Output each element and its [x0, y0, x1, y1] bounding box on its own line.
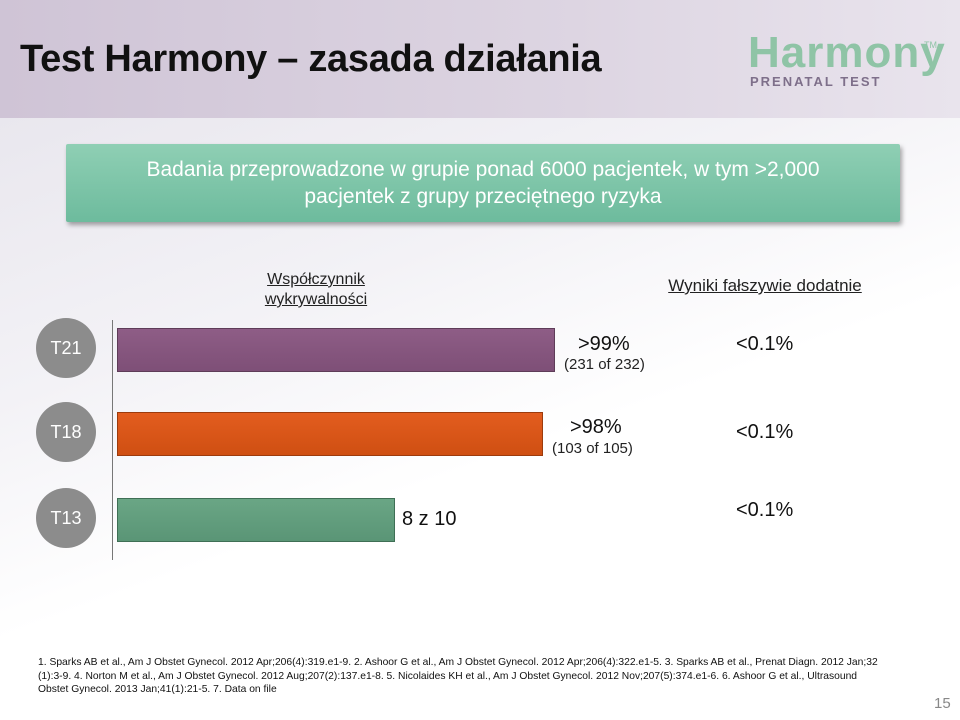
page-number: 15: [934, 695, 951, 712]
detection-value-t21: >99%: [578, 333, 630, 355]
reference-line-1: 1. Sparks AB et al., Am J Obstet Gynecol…: [38, 657, 878, 668]
references: 1. Sparks AB et al., Am J Obstet Gynecol…: [38, 656, 934, 697]
bar-axis: [112, 320, 113, 560]
slide-title: Test Harmony – zasada działania: [20, 38, 602, 80]
detection-header-line-1: Współczynnik: [267, 271, 365, 288]
false-positive-t18: <0.1%: [736, 421, 794, 443]
harmony-logo: Harmony TM PRENATAL TEST: [748, 30, 945, 90]
banner-line-1: Badania przeprowadzone w grupie ponad 60…: [146, 158, 820, 181]
detection-header-line-2: wykrywalności: [264, 291, 368, 308]
false-positive-header: Wyniki fałszywie dodatnie: [668, 276, 862, 295]
banner-line-2: pacjentek z grupy przeciętnego ryzyka: [304, 185, 662, 208]
header-band: [0, 0, 960, 118]
row-label-t13: T13: [36, 488, 96, 548]
false-positive-t21: <0.1%: [736, 333, 794, 355]
row-label-t21: T21: [36, 318, 96, 378]
bar-t21: [117, 328, 555, 372]
study-banner: Badania przeprowadzone w grupie ponad 60…: [66, 144, 900, 222]
bar-t13: [117, 498, 395, 542]
detection-detail-t21: (231 of 232): [564, 356, 645, 373]
logo-trademark: TM: [924, 40, 937, 50]
detection-value-t13: 8 z 10: [402, 508, 457, 530]
bar-t18: [117, 412, 543, 456]
row-label-t18: T18: [36, 402, 96, 462]
detection-rate-header: Współczynnik wykrywalności: [226, 270, 406, 310]
logo-wordmark: Harmony: [748, 28, 946, 77]
detection-value-t18: >98%: [570, 416, 622, 438]
detection-detail-t18: (103 of 105): [552, 440, 633, 457]
logo-subtitle: PRENATAL TEST: [750, 74, 882, 89]
reference-line-3: Obstet Gynecol. 2013 Jan;41(1):21-5. 7. …: [38, 684, 277, 695]
false-positive-t13: <0.1%: [736, 499, 794, 521]
reference-line-2: (1):3-9. 4. Norton M et al., Am J Obstet…: [38, 670, 858, 682]
